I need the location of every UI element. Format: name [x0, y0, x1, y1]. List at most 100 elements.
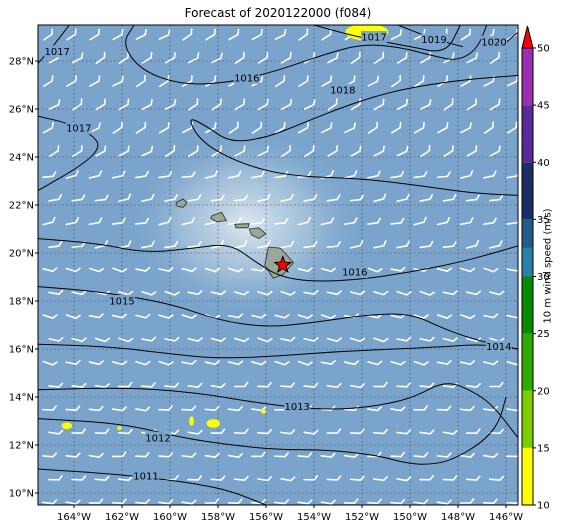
wind-barb [326, 337, 342, 343]
wind-barb [280, 336, 296, 342]
wind-barb [327, 98, 338, 111]
lat-tick-label: 18°N [9, 297, 34, 308]
wind-barb [373, 193, 387, 203]
isobar-line [38, 343, 518, 359]
latitude-tick-labels: 10°N 12°N 14°N 16°N 18°N 20°N 22°N 24°N 26°N 28°N [9, 57, 38, 500]
wind-barb [459, 498, 475, 504]
wind-barb [465, 475, 481, 481]
wind-barb [420, 144, 431, 158]
wind-barbs [42, 28, 518, 505]
wind-barb [442, 290, 458, 296]
lat-tick-label: 28°N [9, 57, 34, 68]
wind-barb [343, 360, 360, 366]
wind-barb [320, 314, 337, 320]
wind-barb [111, 360, 128, 366]
colorbar-tick-label: 50 [537, 44, 550, 55]
storm-marker[interactable] [273, 255, 293, 274]
wind-barb [227, 217, 242, 225]
wind-barb [89, 28, 100, 41]
wind-barb [188, 98, 199, 111]
wind-barb [164, 193, 178, 202]
isobar-label: 1020 [481, 37, 506, 48]
wind-barb [48, 99, 61, 110]
wind-barb [94, 383, 110, 389]
wind-barb [442, 241, 457, 249]
wind-barb [350, 51, 361, 64]
island-maui [248, 227, 267, 240]
wind-barb [367, 267, 383, 273]
lat-tick-label: 22°N [9, 201, 34, 212]
wind-barb [298, 122, 310, 134]
isobar-label-bg [485, 340, 512, 353]
wind-barb [227, 453, 243, 459]
wind-barb [443, 98, 454, 111]
storm-star-icon [273, 255, 293, 274]
isobar-label-bg [421, 33, 447, 46]
wind-barb [65, 267, 81, 273]
wind-barb [111, 313, 128, 319]
wind-barb [413, 405, 429, 411]
wind-barb [251, 75, 264, 87]
colorbar-extend-triangle [521, 25, 534, 49]
wind-barb [343, 313, 359, 319]
isobar-line [38, 286, 518, 350]
wind-barb [373, 145, 385, 157]
wind-barb [327, 52, 339, 64]
wind-barb [396, 145, 409, 157]
wind-barb [65, 217, 79, 226]
yellow-wind-patch [117, 426, 122, 431]
wind-barb [297, 314, 313, 319]
wind-barb [48, 475, 63, 481]
wind-barb [164, 98, 177, 110]
wind-barb [349, 428, 365, 435]
wind-barb [95, 51, 106, 64]
chart-title: Forecast of 2020122000 (f084) [184, 6, 372, 20]
wind-barb [326, 475, 342, 481]
wind-barb [48, 429, 64, 435]
wind-barb [117, 475, 133, 482]
wind-barb [257, 429, 272, 435]
wind-barb [204, 360, 220, 366]
wind-barb [251, 313, 267, 319]
wind-barb [210, 337, 226, 343]
wind-barb [141, 98, 153, 111]
isobar-line [38, 238, 518, 282]
wind-barb [94, 290, 110, 296]
map-area[interactable]: 1017 1017 1016 1017 1018 1019 1020 1016 1015 1014… [37, 24, 521, 506]
wind-barb [489, 428, 504, 435]
wind-barb [48, 289, 64, 296]
wind-barb [280, 429, 296, 435]
wind-barb [42, 360, 58, 366]
wind-barb [182, 28, 193, 41]
wind-barb [488, 381, 504, 388]
wind-barb [257, 476, 273, 482]
wind-barb [181, 405, 197, 411]
wind-barb [112, 75, 124, 87]
wind-barb [489, 475, 504, 482]
wind-barb [436, 499, 452, 505]
isobar-line [190, 74, 518, 196]
wind-barb [274, 314, 290, 319]
isobar-label-bg [329, 83, 356, 96]
wind-barb [71, 337, 87, 343]
wind-barb [42, 405, 57, 411]
wind-barb [465, 239, 480, 249]
colorbar-band [522, 105, 533, 163]
wind-barb [111, 498, 127, 505]
isobar-label: 1017 [361, 33, 386, 44]
wind-barb [483, 75, 495, 87]
isobar-label: 1016 [234, 73, 259, 84]
wind-barb [459, 452, 475, 458]
wind-barb [460, 267, 476, 273]
wind-barb [94, 428, 110, 435]
wind-barb [234, 98, 246, 111]
wind-barb [211, 145, 223, 157]
wind-barb [257, 240, 271, 249]
wind-barb [280, 98, 293, 110]
wind-barb [320, 499, 336, 505]
wind-barb [227, 170, 242, 179]
wind-barb [465, 428, 481, 434]
wind-barb [465, 383, 481, 389]
wind-barb [251, 121, 263, 134]
wind-barb [506, 406, 518, 412]
